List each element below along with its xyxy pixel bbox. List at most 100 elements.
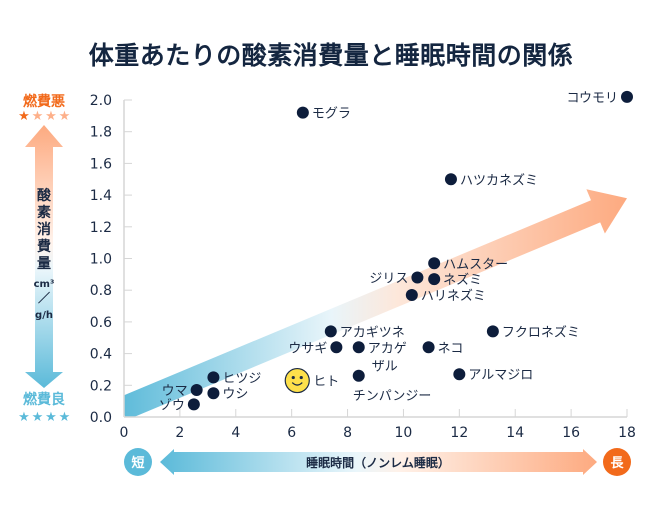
long-badge-label: 長 (610, 456, 624, 471)
y-tick-label: 0.4 (90, 347, 112, 363)
point-label: ウシ (222, 387, 248, 402)
x-tick-label: 2 (175, 425, 184, 441)
point-label: ハムスター (443, 257, 508, 272)
point-marker (352, 369, 365, 382)
smiley-eye (299, 375, 303, 380)
point-marker (324, 325, 337, 338)
vertical-label-char: 酸 (37, 187, 52, 204)
vertical-label-char: 費 (37, 238, 51, 255)
point-marker (207, 371, 220, 384)
x-tick-label: 12 (450, 425, 468, 441)
point-label: コウモリ (567, 91, 618, 106)
point-label: ハツカネズミ (460, 172, 538, 188)
point-marker (330, 341, 343, 354)
data-point: アルマジロ (453, 368, 533, 383)
point-marker (444, 173, 457, 186)
point-label: ザル (372, 359, 398, 374)
data-point: チンパンジー (352, 369, 432, 404)
data-point: ウマ (162, 384, 203, 399)
point-marker (621, 90, 633, 103)
point-label: ハリネズミ (421, 288, 486, 304)
unit-bottom: g/h (35, 310, 53, 321)
data-point: ジリス (369, 271, 424, 287)
x-tick-label: 10 (395, 425, 413, 441)
star-icon: ★ (32, 109, 44, 124)
vertical-label-char: 消 (37, 221, 51, 238)
point-marker (422, 341, 435, 354)
data-point: ウサギ (288, 341, 343, 356)
data-point: アカギツネ (324, 325, 405, 340)
smiley-marker (284, 367, 310, 394)
star-icon: ★ (18, 410, 30, 425)
x-tick-label: 8 (343, 425, 352, 441)
data-point: ハツカネズミ (444, 172, 538, 188)
x-tick-label: 4 (231, 425, 240, 441)
y-tick-label: 0.8 (90, 283, 112, 299)
trend-arrow (124, 189, 627, 417)
point-marker (411, 271, 424, 284)
point-marker (453, 368, 466, 381)
y-tick-label: 0.2 (90, 378, 112, 394)
y-tick-labels: 0.0 0.2 0.4 0.6 0.8 1.0 1.2 1.4 1.6 1.8 2.0 (90, 93, 112, 426)
unit-top: cm³ (34, 279, 55, 290)
star-icon: ★ (18, 109, 30, 124)
y-tick-label: 0.0 (90, 410, 112, 426)
point-marker (190, 384, 203, 397)
top-stars-rating: ★ ★ ★ ★ (18, 109, 70, 124)
point-label: チンパンジー (353, 389, 432, 404)
short-badge-label: 短 (131, 455, 144, 471)
horizontal-gradient-arrow (160, 449, 597, 475)
x-tick-label: 0 (120, 425, 129, 441)
y-tick-label: 1.6 (90, 156, 112, 172)
data-point: ハリネズミ (405, 288, 486, 304)
point-marker (207, 387, 220, 400)
star-icon: ★ (59, 109, 71, 124)
point-marker (405, 288, 418, 301)
point-label: ネコ (438, 341, 464, 356)
x-tick-label: 14 (506, 425, 524, 441)
data-point: ヒト (284, 367, 339, 394)
data-point: コウモリ (567, 90, 633, 106)
x-tick-label: 16 (562, 425, 580, 441)
point-label: ヒト (313, 375, 339, 390)
point-label: ヒツジ (222, 371, 261, 386)
data-point: フクロネズミ (486, 324, 580, 340)
point-marker (428, 257, 441, 270)
y-tick-label: 2.0 (90, 93, 112, 109)
x-tick-labels: 0 2 4 6 8 10 12 14 16 18 (120, 425, 636, 441)
point-marker (187, 398, 200, 411)
data-point: ネコ (422, 341, 464, 356)
y-axis-indicator: 燃費悪 ★ ★ ★ ★ 酸素消費量 cm³ ／ g/h 燃費良 ★ ★ ★ ★ (18, 93, 70, 425)
short-badge (124, 448, 152, 476)
star-icon: ★ (45, 109, 57, 124)
point-marker (296, 106, 309, 119)
point-marker (428, 273, 441, 286)
point-label: ゾウ (159, 398, 185, 413)
point-label: ウマ (162, 384, 188, 399)
smiley-mouth (291, 382, 303, 386)
data-point: ハムスター (428, 257, 508, 272)
vertical-label-char: 素 (37, 204, 51, 221)
fuel-bad-label: 燃費悪 (23, 93, 65, 110)
point-label: フクロネズミ (502, 324, 580, 340)
point-label: アカゲ (368, 341, 407, 356)
vertical-gradient-arrow (25, 125, 63, 388)
star-icon: ★ (32, 410, 44, 425)
data-point: ゾウ (159, 398, 200, 413)
oxygen-consumption-label: 酸素消費量 (37, 187, 52, 272)
y-tick-label: 0.6 (90, 315, 112, 331)
long-badge (603, 448, 631, 476)
chart-title: 体重あたりの酸素消費量と睡眠時間の関係 (88, 41, 574, 70)
x-tick-label: 18 (618, 425, 636, 441)
y-tick-label: 1.2 (90, 220, 112, 236)
point-label: アルマジロ (468, 368, 533, 383)
point-label: ネズミ (443, 272, 482, 288)
data-point: モグラ (296, 106, 351, 122)
x-axis-indicator: 短 睡眠時間（ノンレム睡眠） 長 (124, 448, 631, 476)
y-tick-label: 1.0 (90, 252, 112, 268)
fuel-good-label: 燃費良 (23, 391, 65, 408)
data-point: ネズミ (428, 272, 482, 288)
sleep-time-label: 睡眠時間（ノンレム睡眠） (306, 455, 450, 470)
